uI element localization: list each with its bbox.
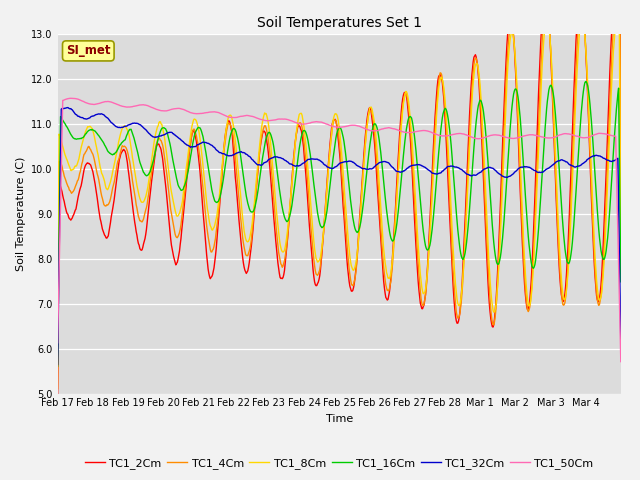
- TC1_8Cm: [252, 192, 259, 197]
- Line: TC1_8Cm: TC1_8Cm: [58, 17, 621, 327]
- TC1_50Cm: [252, 115, 260, 120]
- TC1_50Cm: [120, 104, 128, 109]
- TC1_8Cm: [120, 124, 127, 130]
- Legend: TC1_2Cm, TC1_4Cm, TC1_8Cm, TC1_16Cm, TC1_32Cm, TC1_50Cm: TC1_2Cm, TC1_4Cm, TC1_8Cm, TC1_16Cm, TC1…: [81, 453, 598, 473]
- TC1_8Cm: [617, 264, 625, 269]
- TC1_2Cm: [120, 146, 127, 152]
- TC1_16Cm: [252, 204, 259, 209]
- Text: SI_met: SI_met: [66, 44, 111, 58]
- TC1_50Cm: [67, 96, 75, 101]
- TC1_8Cm: [578, 14, 586, 20]
- TC1_50Cm: [617, 359, 625, 364]
- TC1_32Cm: [617, 339, 625, 345]
- TC1_32Cm: [252, 160, 260, 166]
- TC1_32Cm: [398, 169, 406, 175]
- TC1_4Cm: [429, 169, 436, 175]
- TC1_8Cm: [223, 120, 231, 126]
- TC1_2Cm: [252, 199, 259, 204]
- TC1_4Cm: [54, 386, 61, 392]
- TC1_50Cm: [429, 131, 437, 136]
- TC1_8Cm: [429, 180, 436, 185]
- TC1_32Cm: [120, 124, 128, 130]
- Line: TC1_4Cm: TC1_4Cm: [58, 1, 621, 389]
- Y-axis label: Soil Temperature (C): Soil Temperature (C): [16, 156, 26, 271]
- TC1_16Cm: [223, 150, 231, 156]
- TC1_4Cm: [397, 119, 405, 124]
- TC1_16Cm: [617, 279, 625, 285]
- TC1_2Cm: [397, 109, 405, 115]
- TC1_8Cm: [397, 124, 405, 130]
- TC1_32Cm: [54, 361, 61, 367]
- TC1_16Cm: [273, 163, 280, 168]
- TC1_4Cm: [577, 0, 585, 4]
- TC1_4Cm: [252, 197, 259, 203]
- TC1_32Cm: [273, 154, 281, 160]
- TC1_50Cm: [224, 114, 232, 120]
- TC1_50Cm: [273, 117, 281, 122]
- TC1_2Cm: [429, 157, 436, 163]
- TC1_50Cm: [398, 129, 406, 134]
- Line: TC1_16Cm: TC1_16Cm: [58, 82, 621, 366]
- TC1_8Cm: [273, 208, 280, 214]
- TC1_2Cm: [617, 179, 625, 185]
- TC1_2Cm: [54, 396, 61, 402]
- Line: TC1_50Cm: TC1_50Cm: [58, 98, 621, 361]
- TC1_50Cm: [54, 340, 61, 346]
- TC1_2Cm: [273, 245, 280, 251]
- Title: Soil Temperatures Set 1: Soil Temperatures Set 1: [257, 16, 422, 30]
- TC1_4Cm: [223, 125, 231, 131]
- TC1_4Cm: [617, 179, 625, 185]
- TC1_16Cm: [582, 79, 589, 84]
- TC1_16Cm: [397, 177, 405, 183]
- Line: TC1_32Cm: TC1_32Cm: [58, 108, 621, 364]
- Line: TC1_2Cm: TC1_2Cm: [58, 0, 621, 399]
- TC1_16Cm: [120, 138, 127, 144]
- TC1_4Cm: [120, 144, 127, 150]
- TC1_32Cm: [429, 170, 437, 176]
- TC1_32Cm: [64, 105, 72, 110]
- TC1_16Cm: [429, 220, 436, 226]
- TC1_8Cm: [54, 324, 61, 330]
- TC1_16Cm: [54, 363, 61, 369]
- TC1_2Cm: [223, 122, 231, 128]
- X-axis label: Time: Time: [326, 414, 353, 424]
- TC1_4Cm: [273, 228, 280, 234]
- TC1_32Cm: [224, 153, 232, 158]
